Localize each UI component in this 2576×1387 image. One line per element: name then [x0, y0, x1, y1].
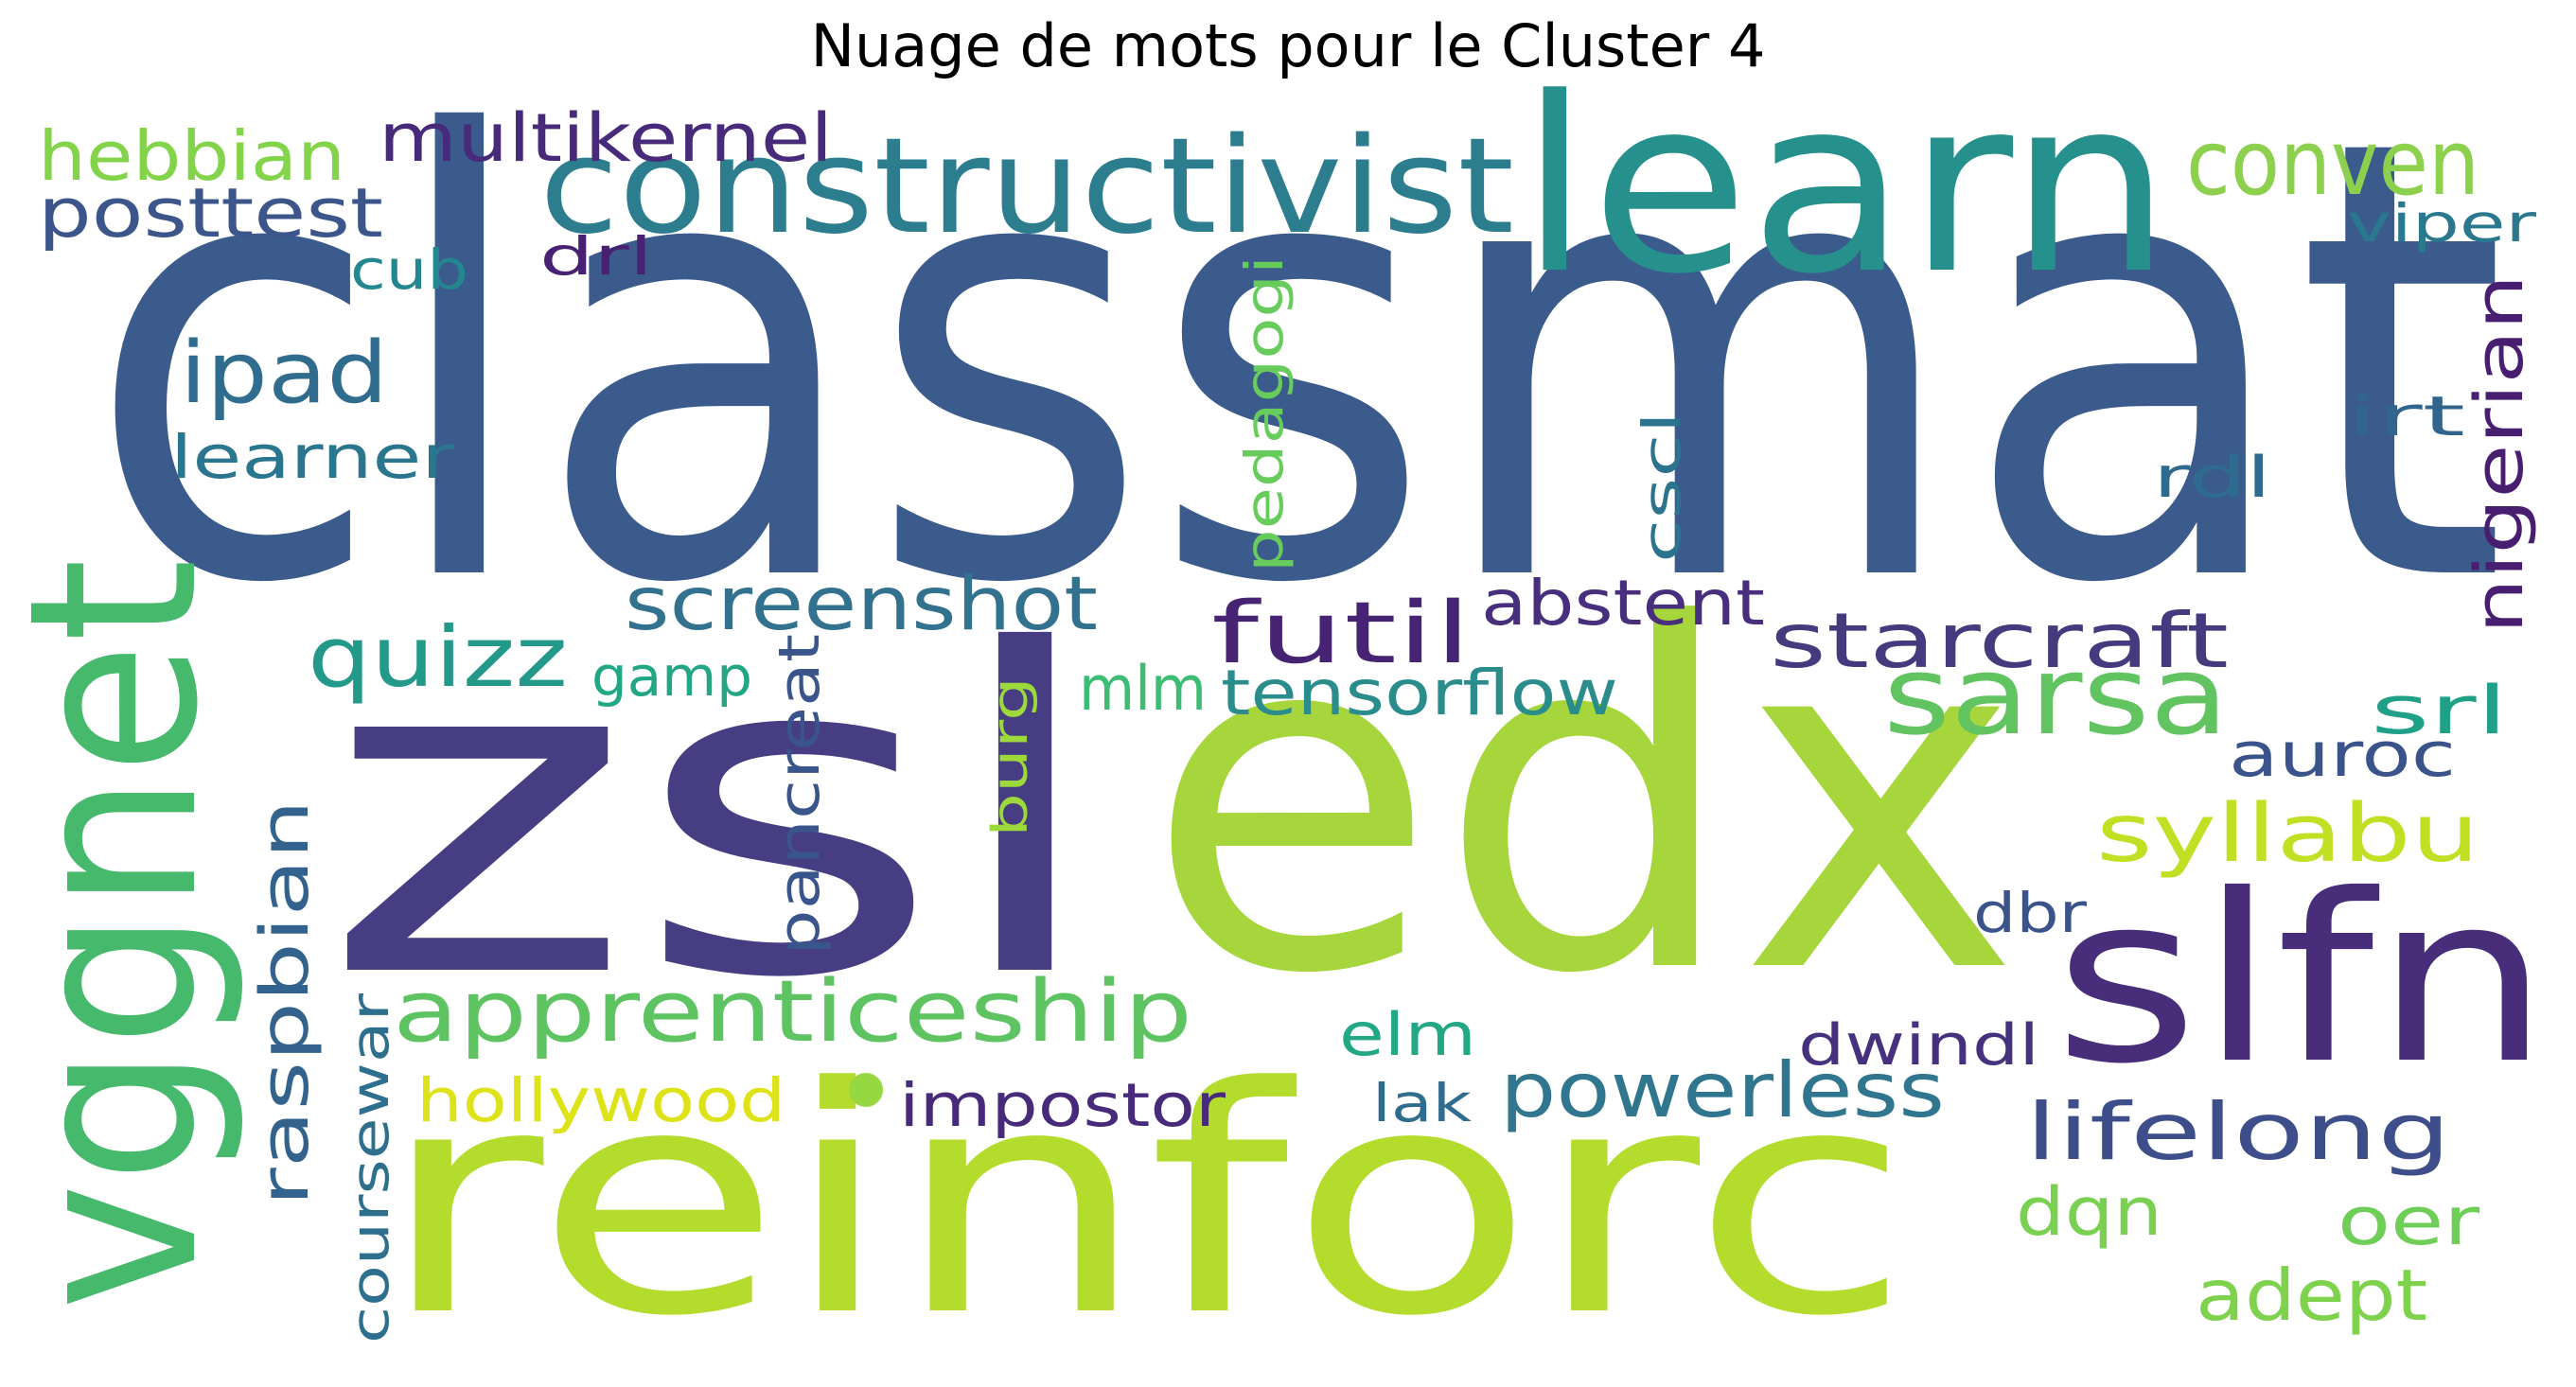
word-lifelong: lifelong: [2025, 1086, 2451, 1178]
word-burg: burg: [982, 676, 1039, 837]
word-cub: cub: [350, 237, 468, 302]
chart-title: Nuage de mots pour le Cluster 4: [810, 11, 1766, 80]
word-screenshot: screenshot: [625, 562, 1098, 647]
word-raspbian: raspbian: [246, 799, 324, 1206]
word-quizz: quizz: [308, 608, 568, 706]
word-adept: adept: [2196, 1254, 2427, 1337]
word-dqn: dqn: [2016, 1173, 2162, 1251]
word-multikernel: multikernel: [379, 99, 833, 177]
word-apprenticeship: apprenticeship: [393, 962, 1192, 1062]
word-zsl: zsl: [322, 557, 1107, 1075]
word-edx: edx: [1145, 526, 2020, 1077]
word-slfn: slfn: [2054, 845, 2550, 1115]
word-sarsa: sarsa: [1883, 633, 2229, 760]
word-powerless: powerless: [1500, 1046, 1945, 1134]
word-cscl: cscl: [1632, 412, 1692, 563]
word-elm: elm: [1339, 1000, 1476, 1069]
word-starcraft: starcraft: [1770, 597, 2229, 685]
word-auroc: auroc: [2229, 720, 2456, 791]
word-reinforc: reinforc: [379, 1021, 1912, 1384]
word-posttest: posttest: [38, 173, 383, 253]
word-learn: learn: [1519, 46, 2172, 327]
word-dbr: dbr: [1973, 881, 2087, 945]
word-coursewar: coursewar: [340, 993, 400, 1343]
word-cloud-dot: [849, 1073, 883, 1107]
word-classmat: classmat: [85, 10, 2508, 715]
word-hollywood: hollywood: [416, 1066, 785, 1135]
word-gamp: gamp: [591, 644, 752, 709]
word-impostor: impostor: [899, 1071, 1226, 1140]
word-viper: viper: [2347, 193, 2537, 254]
word-hebbian: hebbian: [38, 116, 345, 196]
word-ipad: ipad: [180, 324, 388, 423]
word-oer: oer: [2338, 1183, 2479, 1260]
word-drl: drl: [539, 226, 653, 287]
word-vggnet: vggnet: [0, 558, 249, 1310]
word-syllabu: syllabu: [2096, 787, 2479, 881]
word-rdl: rdl: [2153, 445, 2271, 511]
word-irt: irt: [2347, 384, 2465, 448]
word-conven: conven: [2186, 112, 2479, 216]
word-pedagogi: pedagogi: [1234, 255, 1295, 572]
word-tensorflow: tensorflow: [1221, 657, 1618, 729]
word-learner: learner: [170, 423, 454, 492]
word-pancreat: pancreat: [767, 634, 833, 956]
word-srl: srl: [2371, 672, 2508, 749]
word-lak: lak: [1372, 1073, 1472, 1133]
word-nigerian: nigerian: [2461, 274, 2538, 634]
word-abstent: abstent: [1481, 567, 1765, 640]
word-mlm: mlm: [1079, 654, 1207, 725]
word-futil: futil: [1211, 584, 1472, 683]
word-dwindl: dwindl: [1798, 1012, 2039, 1079]
word-constructivist: constructivist: [539, 110, 1514, 264]
